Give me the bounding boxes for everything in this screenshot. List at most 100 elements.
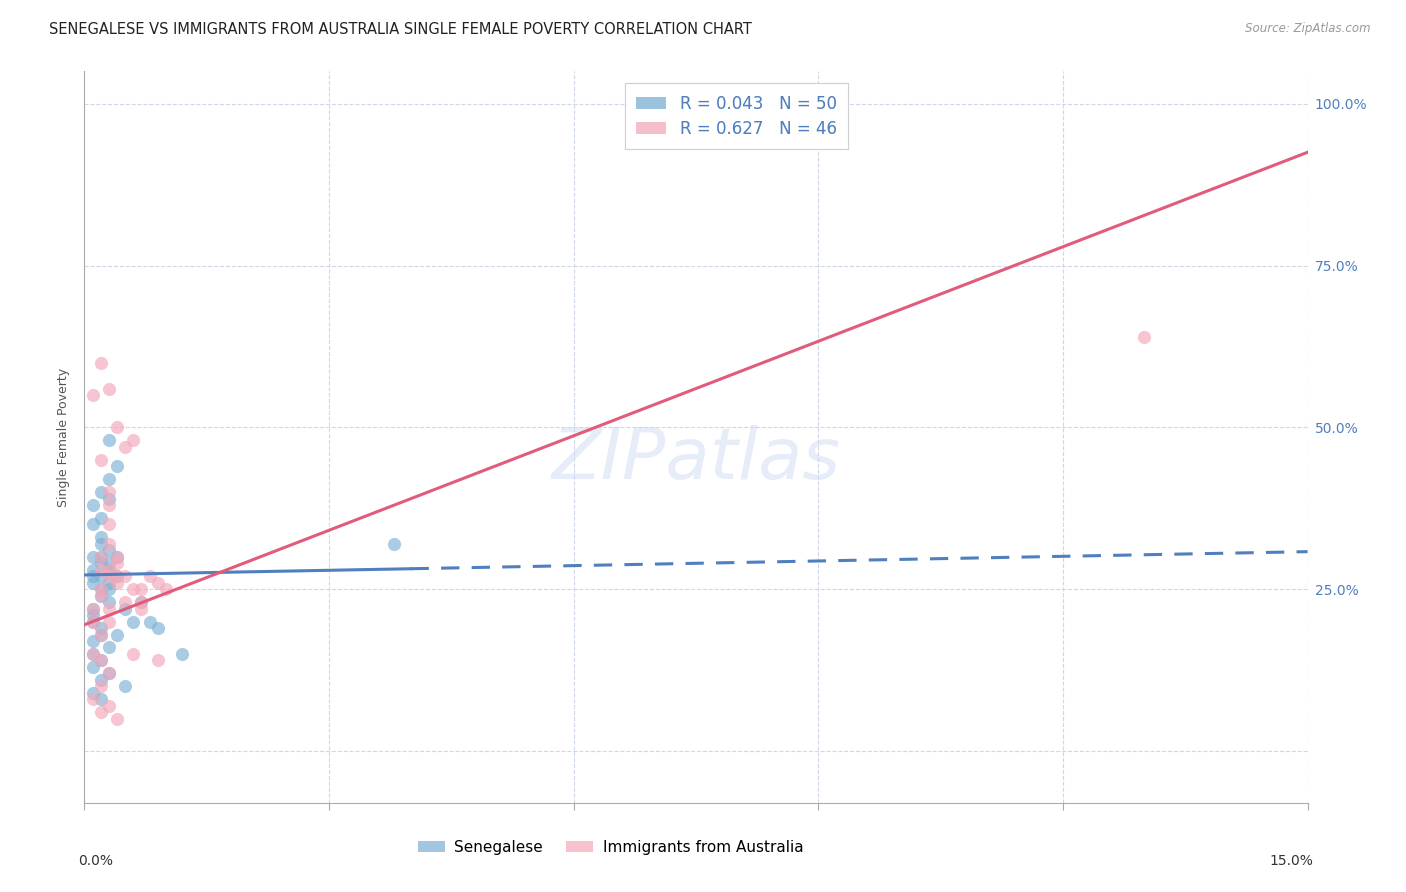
Point: [90, 627, 112, 641]
Legend: R = 0.043   N = 50, R = 0.627   N = 46: R = 0.043 N = 50, R = 0.627 N = 46: [624, 83, 848, 149]
Point: [105, 627, 128, 641]
Point: [97, 434, 120, 448]
Point: [97, 557, 120, 571]
Point: [97, 491, 120, 506]
Point: [122, 615, 145, 629]
Point: [97, 537, 120, 551]
Point: [90, 692, 112, 706]
Point: [82, 634, 104, 648]
Point: [82, 615, 104, 629]
Point: [97, 615, 120, 629]
Point: [97, 666, 120, 681]
Point: [90, 511, 112, 525]
Point: [105, 459, 128, 474]
Point: [155, 582, 177, 597]
Point: [90, 530, 112, 544]
Point: [90, 589, 112, 603]
Point: [131, 601, 153, 615]
Point: [90, 563, 112, 577]
Point: [114, 679, 136, 693]
Point: [82, 517, 104, 532]
Point: [138, 569, 160, 583]
Point: [90, 705, 112, 719]
Point: [90, 582, 112, 597]
Point: [90, 356, 112, 370]
Point: [122, 647, 145, 661]
Point: [90, 627, 112, 641]
Point: [146, 621, 169, 635]
Point: [82, 563, 104, 577]
Point: [90, 557, 112, 571]
Point: [97, 595, 120, 609]
Point: [131, 582, 153, 597]
Point: [97, 472, 120, 486]
Point: [105, 575, 128, 590]
Point: [90, 569, 112, 583]
Text: 15.0%: 15.0%: [1270, 854, 1313, 868]
Point: [97, 563, 120, 577]
Text: ZIPatlas: ZIPatlas: [551, 425, 841, 493]
Point: [90, 582, 112, 597]
Point: [97, 666, 120, 681]
Point: [105, 569, 128, 583]
Point: [97, 563, 120, 577]
Point: [97, 543, 120, 558]
Point: [114, 601, 136, 615]
Point: [105, 420, 128, 434]
Point: [82, 615, 104, 629]
Point: [131, 595, 153, 609]
Point: [105, 557, 128, 571]
Text: Source: ZipAtlas.com: Source: ZipAtlas.com: [1246, 22, 1371, 36]
Point: [82, 498, 104, 512]
Point: [90, 549, 112, 564]
Point: [82, 388, 104, 402]
Point: [122, 434, 145, 448]
Text: SENEGALESE VS IMMIGRANTS FROM AUSTRALIA SINGLE FEMALE POVERTY CORRELATION CHART: SENEGALESE VS IMMIGRANTS FROM AUSTRALIA …: [49, 22, 752, 37]
Point: [90, 452, 112, 467]
Point: [97, 640, 120, 655]
Point: [82, 686, 104, 700]
Point: [97, 601, 120, 615]
Y-axis label: Single Female Poverty: Single Female Poverty: [58, 368, 70, 507]
Point: [90, 653, 112, 667]
Point: [82, 692, 104, 706]
Point: [97, 485, 120, 500]
Point: [97, 498, 120, 512]
Point: [82, 569, 104, 583]
Point: [146, 653, 169, 667]
Point: [105, 569, 128, 583]
Point: [90, 537, 112, 551]
Point: [105, 549, 128, 564]
Point: [90, 679, 112, 693]
Point: [97, 575, 120, 590]
Point: [82, 575, 104, 590]
Text: 0.0%: 0.0%: [79, 854, 114, 868]
Point: [138, 615, 160, 629]
Point: [97, 582, 120, 597]
Point: [114, 569, 136, 583]
Point: [90, 589, 112, 603]
Point: [131, 595, 153, 609]
Point: [82, 601, 104, 615]
Point: [97, 569, 120, 583]
Point: [105, 549, 128, 564]
Point: [90, 653, 112, 667]
Point: [172, 647, 194, 661]
Point: [90, 549, 112, 564]
Point: [114, 440, 136, 454]
Point: [82, 549, 104, 564]
Point: [82, 660, 104, 674]
Point: [82, 647, 104, 661]
Point: [1133, 330, 1156, 344]
Point: [97, 382, 120, 396]
Point: [97, 698, 120, 713]
Point: [82, 601, 104, 615]
Point: [97, 517, 120, 532]
Point: [90, 621, 112, 635]
Point: [82, 608, 104, 623]
Point: [82, 647, 104, 661]
Point: [114, 595, 136, 609]
Point: [382, 537, 405, 551]
Point: [122, 582, 145, 597]
Point: [90, 673, 112, 687]
